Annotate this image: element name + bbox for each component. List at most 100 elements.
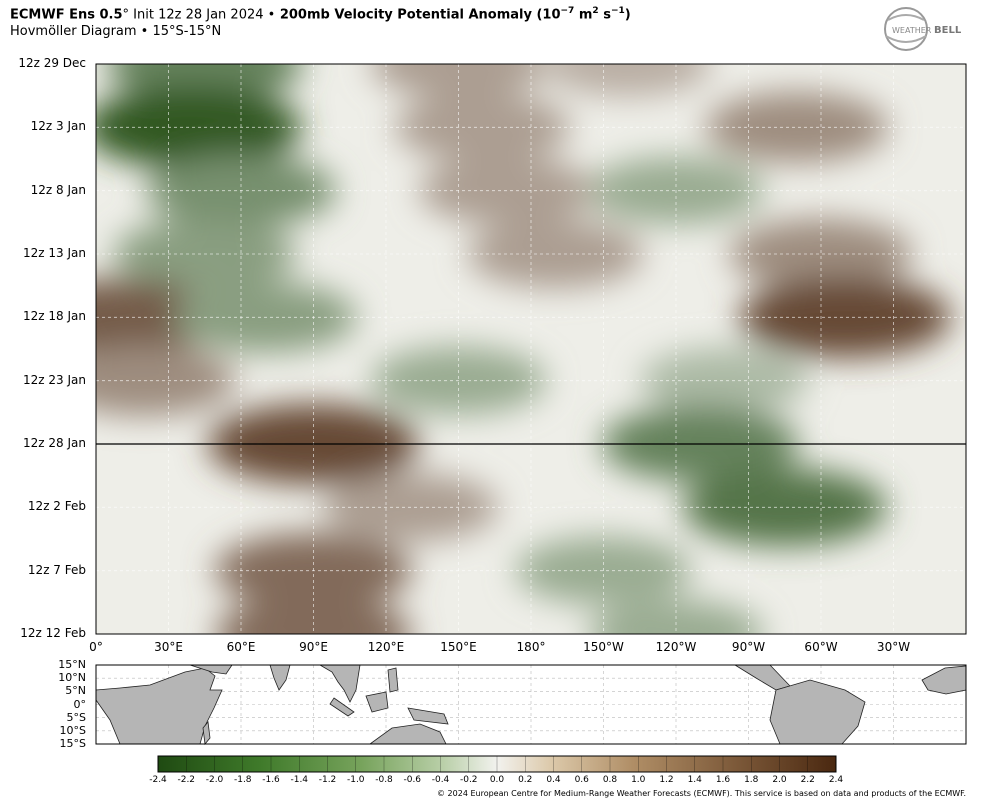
colorbar-tick-label: 1.8 — [744, 775, 759, 785]
anomaly-cell — [588, 156, 764, 225]
colorbar-tick-label: -2.4 — [149, 775, 167, 785]
lon-tick-label: 90°W — [731, 640, 766, 654]
title-field: 200mb Velocity Potential Anomaly (10 — [275, 7, 561, 23]
lat-tick-label: 0° — [73, 697, 87, 711]
map-landmasses — [95, 664, 967, 745]
colorbar-tick-label: -2.2 — [177, 775, 196, 785]
lat-tick-label: 5°S — [66, 710, 86, 724]
colorbar-tick-label: 0.4 — [546, 775, 561, 785]
date-tick-label: 12z 13 Jan — [23, 246, 86, 260]
anomaly-cell — [682, 468, 888, 547]
colorbar-tick-label: -0.2 — [459, 775, 478, 785]
anomaly-cell — [515, 536, 692, 605]
colorbar-tick-label: 2.0 — [772, 775, 787, 785]
lon-tick-label: 150°E — [440, 640, 477, 654]
lon-tick-label: 60°E — [226, 640, 256, 654]
lat-tick-label: 5°N — [65, 684, 86, 698]
date-tick-label: 12z 18 Jan — [23, 309, 86, 324]
anomaly-cell — [370, 64, 547, 98]
lon-tick-label: 90°E — [299, 640, 328, 654]
title-unit-s: s — [598, 7, 611, 23]
lon-tick-label: 180° — [516, 640, 546, 654]
anomaly-cell — [739, 277, 952, 358]
title-unit-m: m — [574, 7, 593, 23]
date-tick-label: 12z 8 Jan — [30, 182, 86, 197]
weatherbell-logo: WEATHER BELL — [884, 7, 962, 51]
anomaly-cell — [601, 406, 799, 482]
colorbar-tick-label: 0.8 — [602, 775, 618, 785]
date-tick-label: 12z 2 Feb — [27, 499, 86, 514]
sumatra-land — [329, 697, 355, 717]
colorbar-tick-label: -0.8 — [375, 775, 393, 785]
central-america-land — [733, 664, 791, 691]
date-tick-label: 12z 23 Jan — [23, 372, 86, 387]
chart-subtitle: Hovmöller Diagram • 15°S-15°N — [10, 24, 222, 39]
anomaly-cell — [418, 156, 595, 225]
south-america-land — [769, 679, 866, 745]
colorbar-tick-label: -1.6 — [262, 775, 280, 785]
copyright-notice: © 2024 European Centre for Medium-Range … — [437, 789, 966, 798]
arabia-land — [189, 664, 233, 675]
anomaly-cell — [322, 473, 499, 542]
colorbar-tick-label: -1.0 — [346, 775, 365, 785]
anomaly-cell — [145, 154, 337, 228]
colorbar-tick-label: 2.4 — [828, 775, 844, 785]
date-tick-label: 12z 29 Dec — [18, 56, 86, 70]
lon-tick-label: 30°E — [154, 640, 183, 654]
anomaly-cell — [543, 64, 713, 97]
title-degree: ° — [122, 7, 130, 23]
anomaly-cell — [113, 218, 297, 290]
title-close: ) — [624, 7, 631, 23]
date-tick-label: 12z 12 Feb — [20, 626, 86, 640]
lat-tick-label: 15°N — [58, 658, 86, 671]
philippines-land — [387, 667, 399, 693]
anomaly-cell — [214, 596, 413, 634]
colorbar-tick-label: -1.4 — [290, 775, 309, 785]
anomaly-cell — [173, 282, 357, 353]
colorbar — [157, 755, 837, 773]
anomaly-cell — [467, 220, 644, 288]
anomaly-cell — [729, 218, 913, 290]
lon-tick-label: 120°E — [367, 640, 405, 654]
title-exp3: −1 — [610, 6, 625, 16]
colorbar-tick-label: -0.4 — [431, 775, 450, 785]
colorbar-tick-label: -0.6 — [403, 775, 422, 785]
date-tick-label: 12z 28 Jan — [23, 436, 86, 450]
india-tip — [269, 664, 291, 691]
madagascar-land — [202, 721, 211, 745]
lon-tick-label: 60°W — [804, 640, 838, 654]
chart-title: ECMWF Ens 0.5° Init 12z 28 Jan 2024 • 20… — [10, 6, 631, 22]
lon-tick-label: 150°W — [583, 640, 624, 654]
anomaly-cell — [394, 93, 571, 162]
title-init: Init 12z 28 Jan 2024 — [129, 7, 268, 23]
borneo-land — [365, 691, 389, 713]
lat-tick-label: 15°S — [59, 737, 86, 750]
anomaly-cell — [207, 404, 420, 484]
colorbar-tick-label: 1.6 — [715, 775, 731, 785]
lat-tick-label: 10°S — [59, 723, 86, 737]
anomaly-cell — [370, 346, 547, 415]
anomaly-cell — [214, 533, 413, 609]
date-tick-label: 12z 7 Feb — [27, 562, 86, 577]
title-exp: −7 — [560, 6, 575, 16]
colorbar-tick-label: 1.0 — [631, 775, 646, 785]
title-bullet: • — [267, 7, 276, 23]
australia-land — [368, 723, 447, 745]
colorbar-tick-label: -1.2 — [318, 775, 337, 785]
colorbar-tick-label: 0.6 — [574, 775, 589, 785]
lon-tick-label: 0° — [89, 640, 103, 654]
date-tick-label: 12z 3 Jan — [30, 119, 86, 134]
title-model: ECMWF Ens 0.5 — [10, 7, 123, 23]
anomaly-cell — [588, 600, 764, 634]
africa-land — [95, 667, 223, 745]
anomaly-cell — [639, 347, 809, 414]
lat-tick-label: 10°N — [58, 671, 86, 685]
new-guinea-land — [407, 707, 449, 725]
colorbar-tick-label: -2.0 — [205, 775, 224, 785]
colorbar-tick-label: -1.8 — [233, 775, 252, 785]
anomaly-cell — [96, 86, 303, 169]
colorbar-tick-label: 1.4 — [687, 775, 702, 785]
west-africa-land — [921, 665, 967, 695]
lon-tick-label: 30°W — [876, 640, 911, 654]
lon-tick-label: 120°W — [655, 640, 697, 654]
